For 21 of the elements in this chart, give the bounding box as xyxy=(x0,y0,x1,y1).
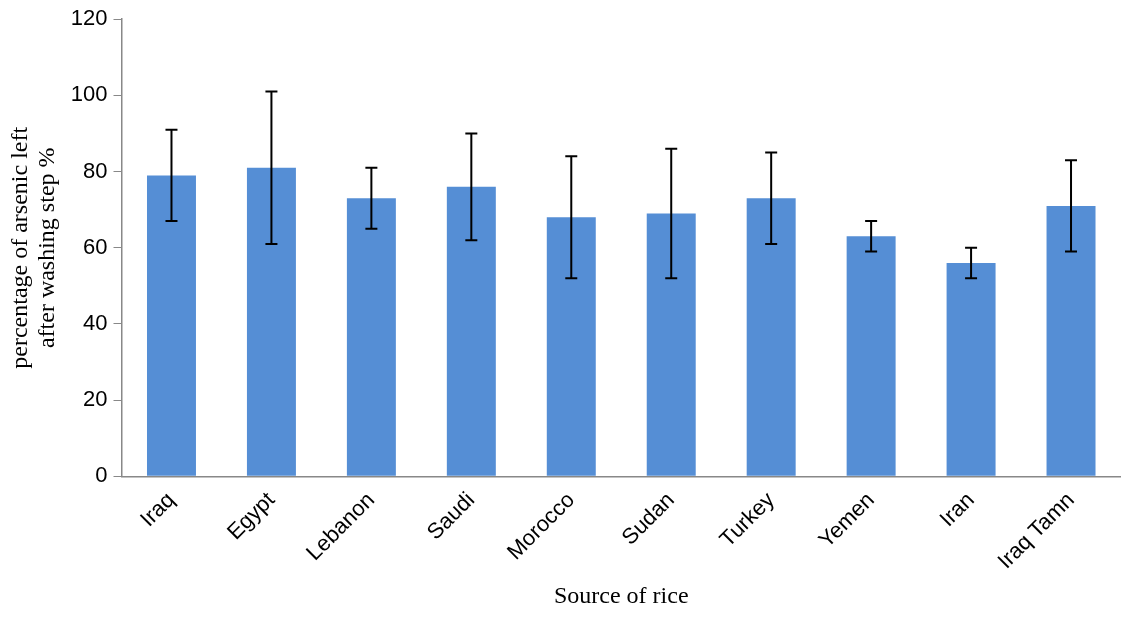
bar xyxy=(846,236,896,476)
y-tick-label: 40 xyxy=(83,310,108,336)
bar xyxy=(346,198,396,476)
x-tick-label: Iran xyxy=(934,486,979,532)
bar xyxy=(746,198,796,476)
bar xyxy=(246,167,296,476)
bar xyxy=(946,263,996,476)
y-tick-label: 0 xyxy=(95,462,108,488)
bar xyxy=(646,213,696,476)
bar xyxy=(1046,205,1096,476)
y-tick-label: 120 xyxy=(70,5,108,31)
y-tick-label: 80 xyxy=(83,157,108,183)
y-axis-title: percentage of arsenic left after washing step % xyxy=(6,126,59,369)
x-axis-title: Source of rice xyxy=(553,581,689,608)
y-tick-label: 20 xyxy=(83,386,108,412)
y-tick-label: 100 xyxy=(70,81,108,107)
bar xyxy=(446,186,496,476)
bar xyxy=(546,217,596,476)
bar xyxy=(146,175,196,476)
x-tick-label: Iraq xyxy=(134,486,180,532)
y-tick-label: 60 xyxy=(83,233,108,259)
